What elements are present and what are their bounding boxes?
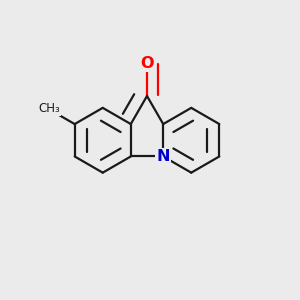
Text: N: N (157, 149, 170, 164)
Text: CH₃: CH₃ (38, 102, 60, 115)
Text: O: O (140, 56, 154, 70)
